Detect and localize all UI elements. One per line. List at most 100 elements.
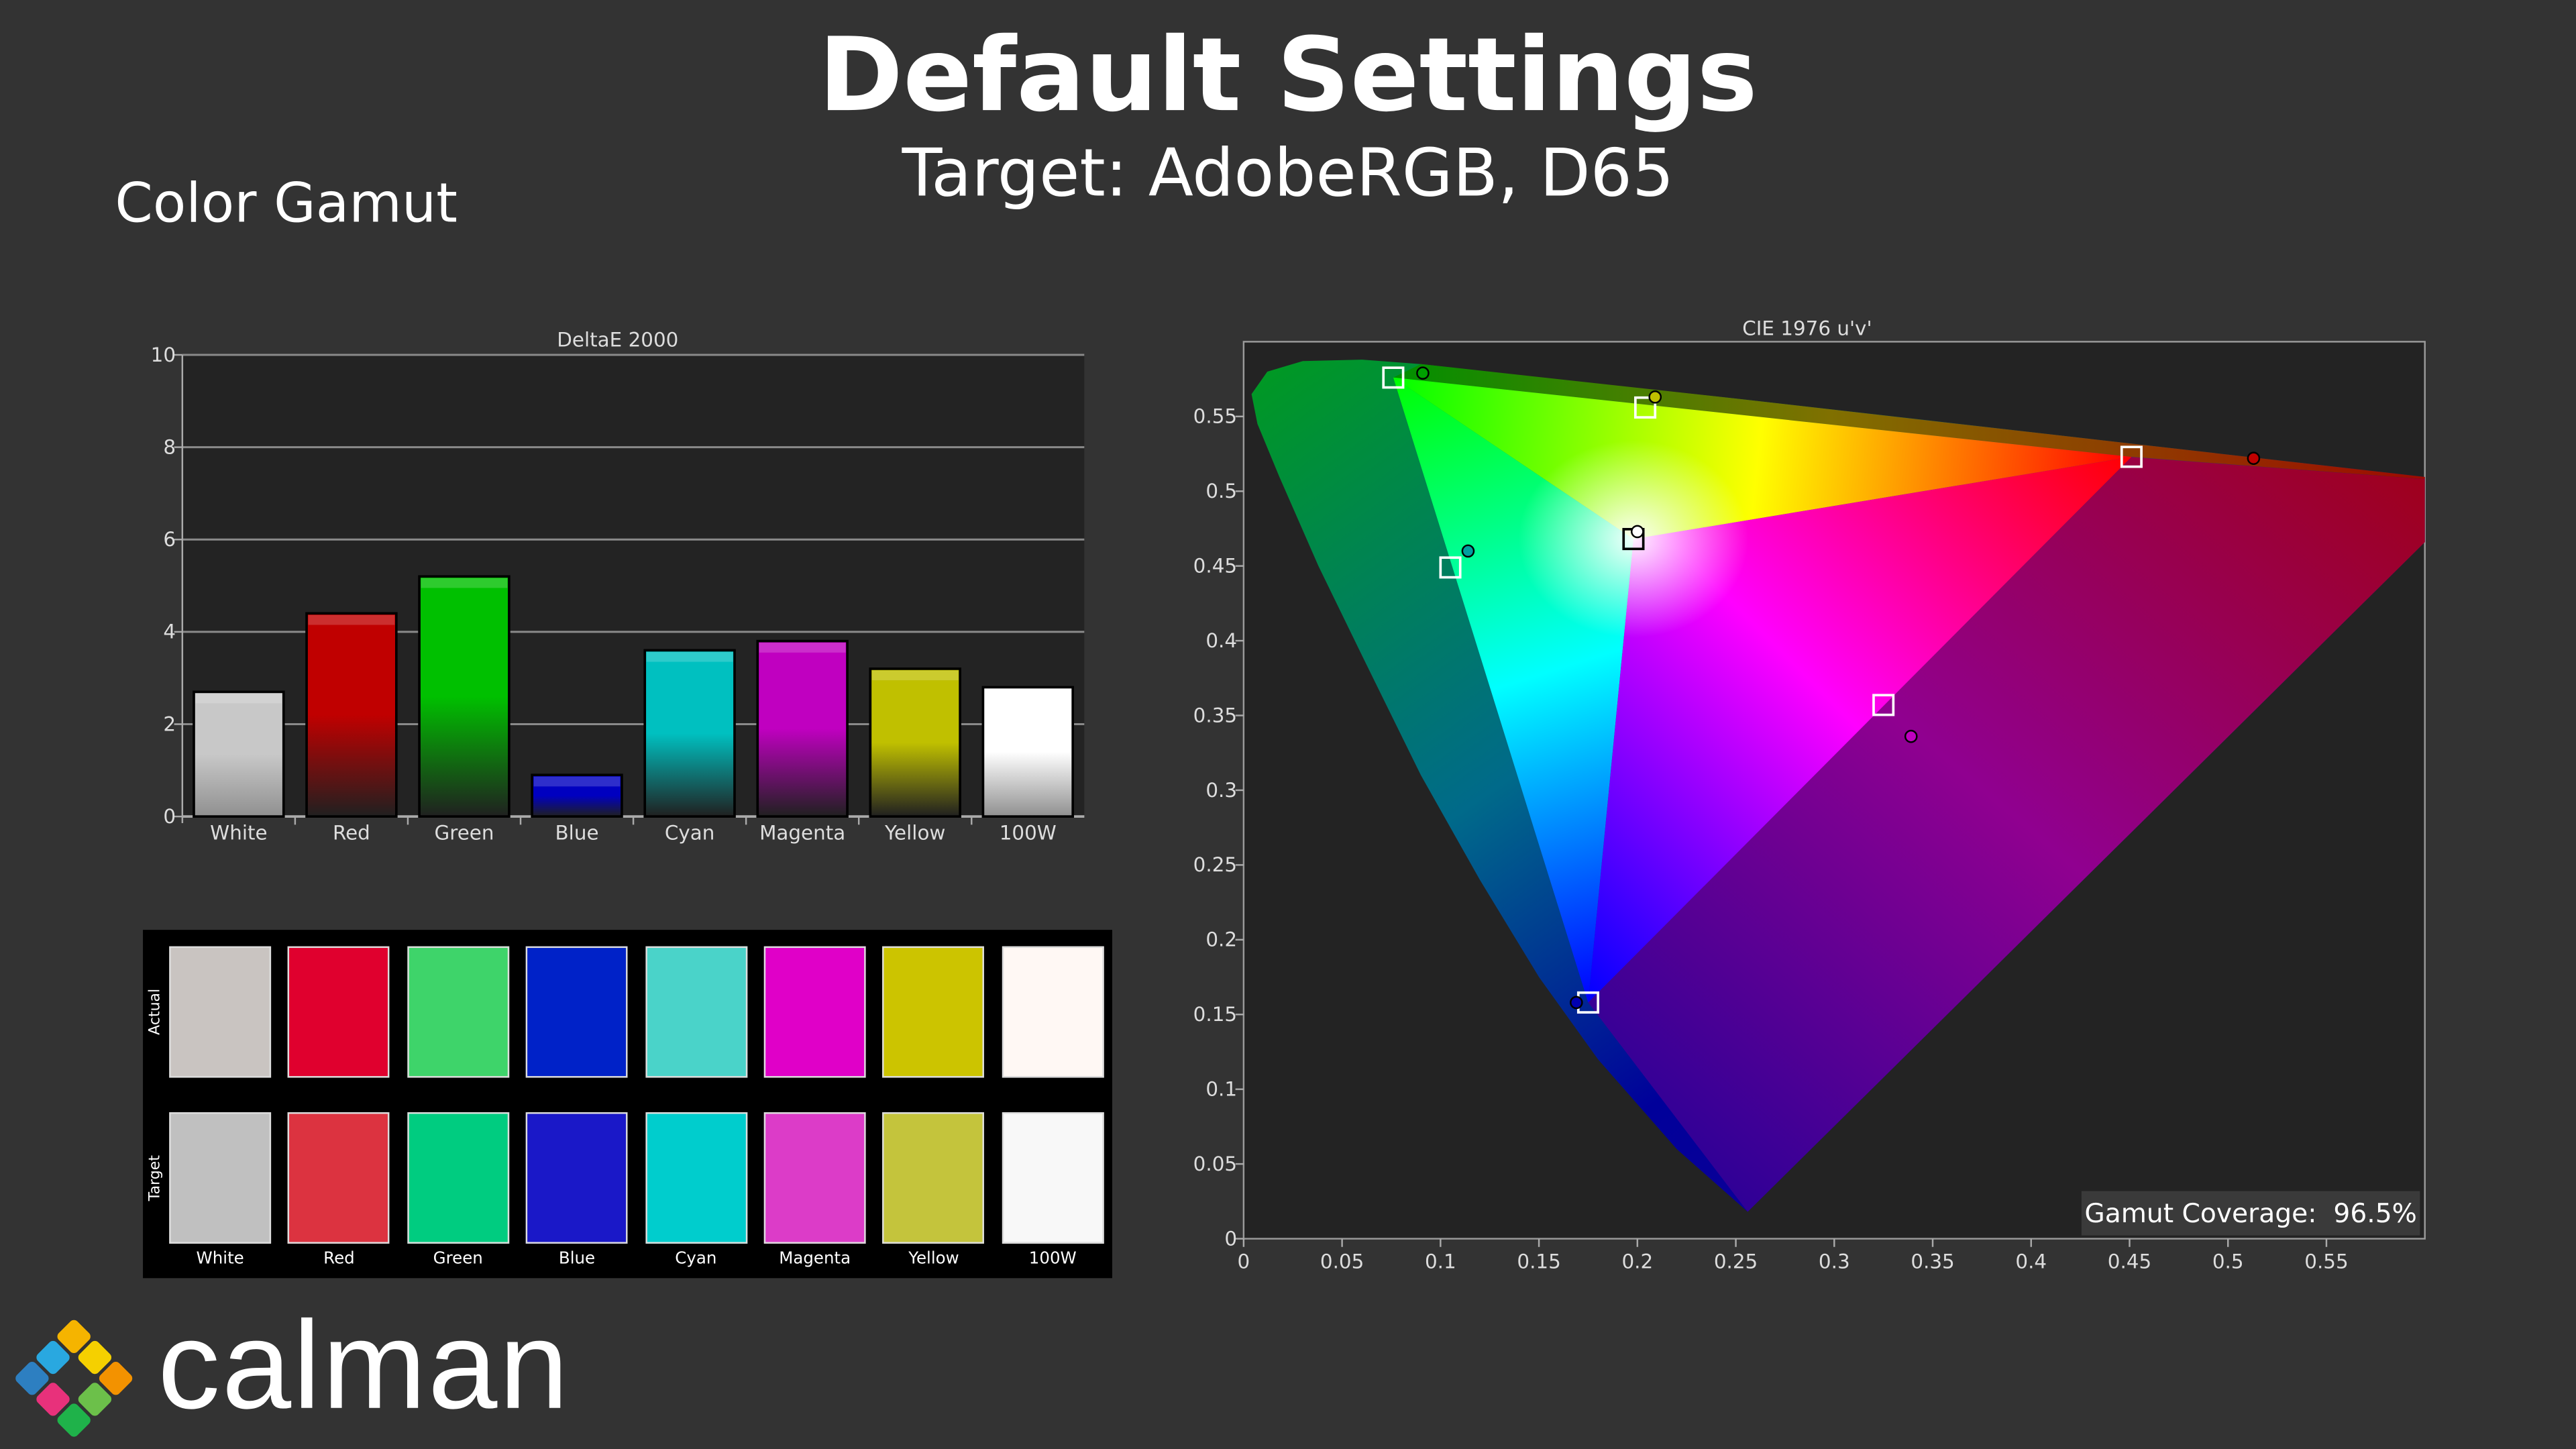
bar-highlight [984,688,1071,699]
measured-blue [1570,996,1583,1010]
bar-blue [531,773,623,818]
bar-highlight [308,614,395,625]
y-tick-label: 0.5 [1205,480,1237,502]
x-tick-label: Yellow [884,821,945,844]
x-tick-label: 0.05 [1320,1250,1364,1273]
y-tick-label: 0.15 [1193,1003,1237,1026]
swatch-label: Magenta [779,1250,851,1269]
bar-100w [981,686,1075,818]
color-swatch-panel: White Red Green Blue Cyan Magenta Yellow 100W Ac… [143,930,1112,1279]
x-tick-label: Cyan [665,821,715,844]
y-tick-label: 0.05 [1193,1152,1237,1175]
bar-chart-title: DeltaE 2000 [557,329,678,352]
x-tick-label: Blue [555,821,599,844]
swatch-target-yellow [883,1112,985,1244]
y-tick-label: 0 [163,805,176,828]
swatch-label: Green [433,1250,483,1269]
swatch-actual-green [407,946,509,1078]
swatch-label: Red [323,1250,355,1269]
y-tick-label: 8 [163,435,176,458]
coverage-value: 96.5% [2333,1197,2417,1229]
y-tick-label: 10 [151,343,176,366]
x-tick-label: 0.2 [1621,1250,1653,1273]
measured-magenta [1904,729,1918,743]
swatch-actual-red [288,946,390,1078]
gamut-coverage-readout: Gamut Coverage: 96.5% [2081,1191,2420,1236]
x-tick-label: 0.25 [1714,1250,1758,1273]
x-tick-label: 100W [1000,821,1057,844]
bar-highlight [533,776,621,787]
swatch-target-red [288,1112,390,1244]
bar-green [418,575,511,818]
x-tick-label: White [210,821,267,844]
cie-chart: CIE 1976 u'v' 0 0.05 0.1 0.15 0.2 0.25 0.3 0.35… [1193,317,2426,1273]
x-tick-label: 0.4 [2015,1250,2047,1273]
bar-highlight [871,670,959,681]
swatch-label: Blue [558,1250,596,1269]
x-tick-label: 0.5 [2212,1250,2244,1273]
bar-highlight [421,578,508,588]
measured-green [1416,366,1430,380]
x-tick-label: 0.35 [1911,1250,1954,1273]
target-red [2120,445,2143,468]
x-tick-label: 0 [1238,1250,1250,1273]
swatch-actual-100w [1002,946,1104,1078]
x-tick-label: 0.1 [1425,1250,1456,1273]
measured-red [2247,451,2261,466]
x-tick-label: 0.45 [2108,1250,2151,1273]
swatch-label: 100W [1028,1250,1077,1269]
section-title: Color Gamut [115,170,458,235]
swatch-label: Cyan [675,1250,717,1269]
y-tick-label: 4 [163,621,176,643]
swatch-label: White [196,1250,244,1269]
cie-chart-title: CIE 1976 u'v' [1742,317,1872,340]
target-magenta [1872,694,1895,716]
swatch-actual-magenta [763,946,866,1078]
bar-red [305,612,398,818]
y-tick-label: 0.3 [1205,779,1237,802]
measured-cyan [1461,544,1475,558]
swatch-target-white [169,1112,272,1244]
white-point-glow [1518,440,1749,638]
y-tick-label: 0.35 [1193,704,1237,727]
y-tick-label: 0.2 [1205,928,1237,951]
y-tick-label: 0.1 [1205,1077,1237,1100]
target-yellow [1634,396,1657,419]
x-tick-label: 0.55 [2304,1250,2348,1273]
y-tick-label: 0.25 [1193,853,1237,876]
swatch-actual-blue [526,946,628,1078]
bar-highlight [646,651,733,662]
x-tick-label: 0.3 [1819,1250,1850,1273]
deltae-bar-chart: DeltaE 2000 0 2 4 6 8 10 White Red Green Blue Cyan… [151,329,1085,844]
x-tick-label: Red [333,821,370,844]
swatch-target-cyan [645,1112,747,1244]
bar-highlight [759,643,846,653]
target-cyan [1439,556,1462,579]
swatch-actual-cyan [645,946,747,1078]
bar-cyan [643,649,736,818]
y-tick-label: 6 [163,528,176,551]
x-tick-label: Magenta [759,821,845,844]
swatch-target-magenta [763,1112,866,1244]
y-tick-label: 0 [1224,1227,1237,1250]
bar-yellow [869,667,961,818]
coverage-label: Gamut Coverage: [2084,1197,2317,1229]
bar-white [193,690,285,818]
target-green [1382,366,1405,389]
calman-logo-icon [15,1320,133,1437]
purple-region [1588,457,2425,1212]
swatch-target-100w [1002,1112,1104,1244]
y-tick-label: 0.45 [1193,554,1237,577]
measured-white [1631,525,1644,539]
bar-highlight [195,693,282,704]
swatch-target-green [407,1112,509,1244]
swatch-actual-yellow [883,946,985,1078]
y-tick-label: 0.4 [1205,629,1237,652]
bar-magenta [756,639,849,818]
page-title: Default Settings [818,15,1758,135]
x-tick-label: 0.15 [1517,1250,1560,1273]
swatch-label: Yellow [908,1250,959,1269]
y-tick-label: 2 [163,712,176,735]
calman-logo-text: calman [158,1296,570,1436]
